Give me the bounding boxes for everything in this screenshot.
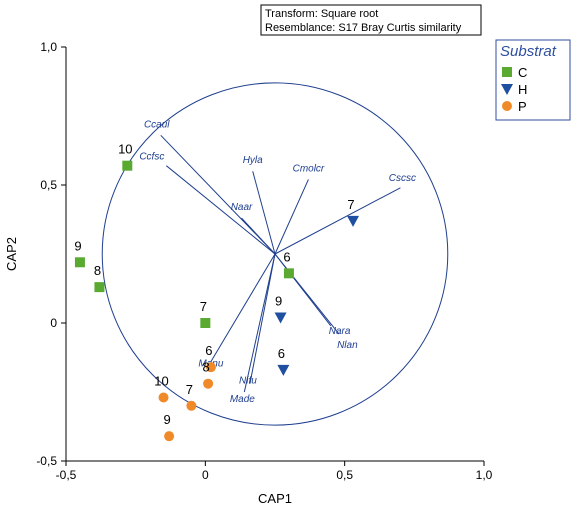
point-label: 6	[205, 343, 212, 358]
point-label: 10	[118, 142, 132, 157]
vector-label-nlan: Nlan	[337, 340, 358, 351]
vector-label-naar: Naar	[231, 202, 253, 213]
ticks: -0,5 0 0,5 1,0 -0,5 0 0,5 1,0	[36, 40, 492, 482]
vector-cmolcr	[274, 179, 309, 255]
legend-label-p: P	[518, 99, 527, 114]
vector-label-ccfsc: Ccfsc	[139, 152, 164, 163]
vector-nifu	[249, 253, 276, 384]
point-p	[158, 392, 169, 403]
point-label: 7	[186, 382, 193, 397]
correlation-circle	[101, 82, 449, 426]
y-tick-label: 0,5	[40, 178, 57, 192]
point-label: 6	[278, 346, 285, 361]
vector-cscsc	[274, 187, 401, 255]
point-p	[164, 431, 175, 442]
point-p	[186, 400, 197, 411]
vector-label-hyla: Hyla	[243, 155, 263, 166]
point-label: 7	[200, 299, 207, 314]
point-c	[283, 268, 294, 279]
legend-label-h: H	[518, 82, 527, 97]
x-tick-label: 0,5	[336, 468, 353, 482]
vector-ccfsc	[166, 165, 276, 255]
point-label: 9	[163, 412, 170, 427]
point-label: 7	[347, 197, 354, 212]
vector-hyla	[252, 171, 276, 255]
legend-title: Substrat	[500, 43, 557, 60]
point-h	[277, 364, 290, 376]
point-c	[200, 318, 211, 328]
legend-marker-c	[502, 67, 512, 77]
legend-marker-p	[502, 101, 512, 111]
vector-manu	[210, 253, 276, 362]
point-label: 9	[275, 293, 282, 308]
info-transform: Transform: Square root	[265, 8, 378, 20]
point-label: 9	[74, 238, 81, 253]
point-h	[347, 215, 360, 227]
info-resemblance: Resemblance: S17 Bray Curtis similarity	[265, 22, 462, 34]
legend-label-c: C	[518, 65, 527, 80]
vector-label-nifu: Nifu	[239, 376, 257, 387]
vector-overlay: CcaulCcfscHylaNaarCmolcrCscscNaraNlanMan…	[101, 82, 449, 426]
axes	[65, 47, 484, 462]
x-tick-label: 0	[202, 468, 209, 482]
vector-label-ccaul: Ccaul	[144, 119, 170, 130]
point-c	[74, 257, 85, 268]
vector-label-made: Made	[230, 394, 255, 405]
point-label: 8	[94, 263, 101, 278]
y-axis-label: CAP2	[4, 237, 19, 271]
vector-label-cscsc: Cscsc	[389, 173, 416, 184]
point-h	[274, 312, 287, 324]
vector-label-cmolcr: Cmolcr	[293, 163, 325, 174]
vector-nlan	[274, 253, 340, 335]
point-label: 8	[203, 360, 210, 375]
y-tick-label: 0	[50, 316, 57, 330]
vector-naar	[241, 217, 276, 255]
y-tick-label: -0,5	[36, 454, 57, 468]
y-tick-label: 1,0	[40, 40, 57, 54]
vector-made	[243, 253, 276, 393]
info-box: Transform: Square root Resemblance: S17 …	[260, 4, 482, 36]
point-p	[205, 362, 216, 373]
point-label: 10	[154, 374, 168, 389]
legend-marker-h	[501, 84, 513, 95]
point-p	[203, 378, 214, 389]
x-tick-label: -0,5	[56, 468, 77, 482]
vector-label-nara: Nara	[329, 326, 351, 337]
point-label: 6	[283, 249, 290, 264]
x-axis-label: CAP1	[258, 491, 292, 506]
point-c	[94, 282, 105, 293]
info-box-frame	[260, 4, 482, 36]
point-c	[122, 160, 133, 171]
legend-items: CHP	[501, 65, 527, 114]
x-tick-label: 1,0	[476, 468, 493, 482]
legend: Substrat CHP	[495, 39, 571, 121]
